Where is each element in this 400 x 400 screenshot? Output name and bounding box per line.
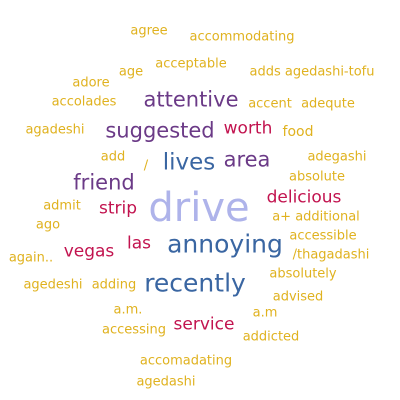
word-service: service: [173, 314, 235, 335]
word-adding: adding: [91, 277, 137, 293]
word-friend: friend: [73, 170, 135, 195]
word-admit: admit: [43, 198, 81, 214]
word-adequte: adequte: [301, 96, 355, 112]
word-absolute: absolute: [289, 169, 345, 185]
word-agedashi: agedashi: [136, 374, 196, 390]
word-area: area: [223, 147, 271, 172]
word-thagadashi: /thagadashi: [292, 247, 370, 263]
word-a-m: a.m: [252, 305, 278, 321]
word-accolades: accolades: [51, 94, 117, 110]
word-slash: /: [143, 158, 149, 174]
word-strip: strip: [98, 198, 138, 219]
word-addicted: addicted: [242, 329, 300, 345]
word-annoying: annoying: [167, 229, 283, 259]
word-accommodating: accommodating: [189, 29, 295, 45]
word-a-plus-additional: a+ additional: [272, 209, 360, 225]
word-absolutely: absolutely: [269, 266, 337, 282]
word-a-m-dot: a.m.: [113, 302, 143, 318]
word-agedeshi: agedeshi: [23, 277, 83, 293]
word-agadeshi: agadeshi: [25, 122, 85, 138]
word-lives: lives: [162, 149, 216, 176]
word-ago: ago: [35, 217, 61, 233]
word-accent: accent: [248, 96, 292, 112]
word-drive: drive: [148, 185, 250, 231]
word-accessing: accessing: [102, 322, 166, 338]
word-vegas: vegas: [63, 241, 115, 262]
word-adds-agedashi-tofu: adds agedashi-tofu: [249, 64, 375, 80]
word-worth: worth: [223, 118, 273, 139]
word-add: add: [100, 149, 126, 165]
word-advised: advised: [272, 289, 324, 305]
word-food: food: [282, 124, 314, 140]
word-adegashi: adegashi: [307, 149, 367, 165]
word-recently: recently: [144, 268, 246, 298]
word-suggested: suggested: [105, 118, 215, 143]
word-adore: adore: [72, 75, 110, 91]
word-delicious: delicious: [266, 187, 342, 208]
word-las: las: [127, 233, 151, 254]
word-again: again..: [8, 250, 54, 266]
word-age: age: [118, 64, 144, 80]
word-acceptable: acceptable: [155, 56, 227, 72]
word-accessible: accessible: [289, 228, 357, 244]
word-accomadating: accomadating: [139, 353, 233, 369]
word-attentive: attentive: [143, 87, 239, 112]
word-agree: agree: [130, 23, 168, 39]
